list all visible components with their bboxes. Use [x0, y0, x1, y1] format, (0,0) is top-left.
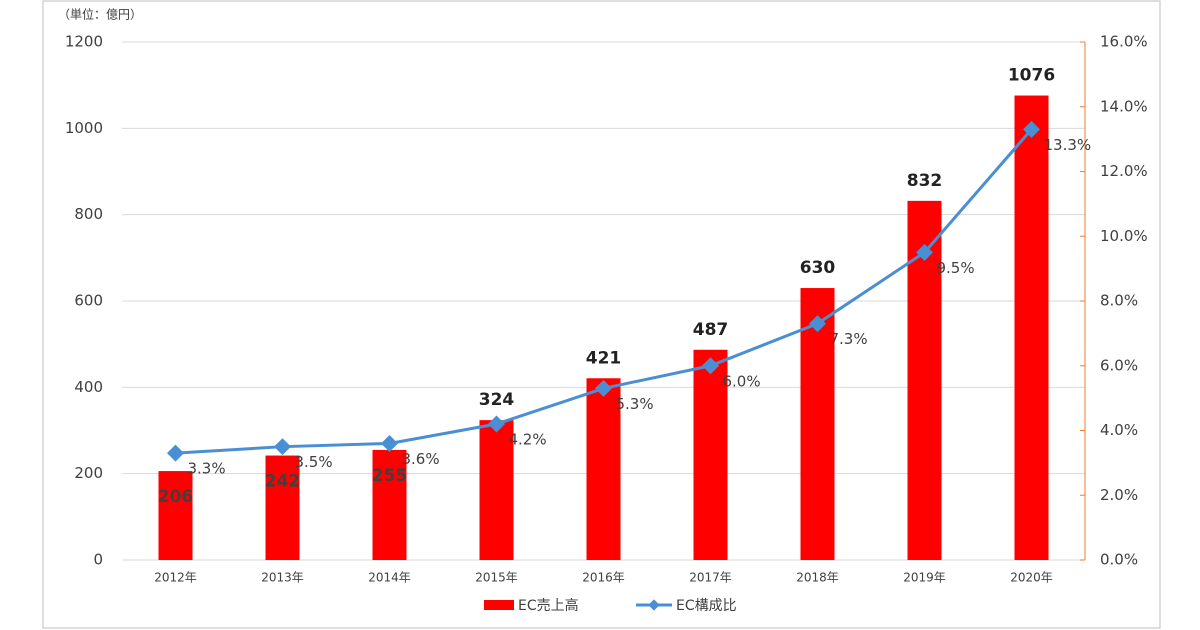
line-marker	[274, 438, 291, 456]
legend-swatch	[484, 600, 514, 610]
legend-label: EC構成比	[676, 598, 737, 614]
chart-frame	[42, 0, 1161, 629]
line-marker	[809, 315, 826, 333]
bar	[1014, 95, 1049, 560]
y-tick-label: 400	[74, 378, 103, 396]
x-tick-label: 2015年	[475, 571, 518, 585]
bar-value-label: 206	[158, 487, 194, 507]
bar-value-label: 1076	[1008, 66, 1055, 86]
bar	[586, 378, 621, 560]
y-tick-label: 0	[93, 551, 103, 569]
x-tick-label: 2012年	[154, 571, 197, 585]
legend-label: EC売上高	[518, 597, 579, 614]
bar-value-label: 832	[907, 171, 943, 191]
line-marker	[916, 243, 933, 261]
line-marker	[595, 379, 612, 397]
y2-tick-label: 12.0%	[1100, 162, 1148, 180]
bar	[479, 420, 514, 560]
bar	[158, 471, 193, 560]
unit-label: （単位：億円）	[58, 7, 142, 22]
line-value-label: 3.6%	[402, 450, 440, 468]
y-tick-label: 800	[74, 205, 103, 223]
bar	[693, 349, 728, 560]
y-tick-label: 600	[74, 292, 103, 310]
y2-tick-label: 14.0%	[1100, 97, 1148, 115]
y2-tick-label: 8.0%	[1100, 292, 1138, 310]
x-tick-label: 2017年	[689, 571, 732, 585]
line-value-label: 7.3%	[830, 330, 868, 348]
line-value-label: 4.2%	[509, 431, 547, 449]
bar-value-label: 487	[693, 320, 729, 340]
x-tick-label: 2019年	[903, 571, 946, 585]
line-value-label: 5.3%	[616, 395, 654, 413]
line-value-label: 3.5%	[295, 453, 333, 471]
y2-tick-label: 0.0%	[1100, 551, 1138, 569]
y-tick-label: 200	[74, 464, 103, 482]
y-tick-label: 1200	[65, 33, 103, 51]
bar-value-label: 242	[265, 472, 301, 492]
bar-value-label: 630	[800, 258, 836, 278]
bar	[800, 288, 835, 560]
bar	[265, 455, 300, 560]
x-tick-label: 2018年	[796, 571, 839, 585]
x-tick-label: 2014年	[368, 571, 411, 585]
x-tick-label: 2013年	[261, 571, 304, 585]
x-tick-label: 2016年	[582, 571, 625, 585]
line-marker	[167, 444, 184, 462]
y-tick-label: 1000	[65, 119, 103, 137]
line-value-label: 13.3%	[1044, 136, 1092, 154]
y2-tick-label: 10.0%	[1100, 227, 1148, 245]
y2-tick-label: 6.0%	[1100, 356, 1138, 374]
y2-tick-label: 4.0%	[1100, 421, 1138, 439]
line-value-label: 9.5%	[937, 259, 975, 277]
line-marker	[702, 357, 719, 375]
x-tick-label: 2020年	[1010, 571, 1053, 585]
bar	[372, 449, 407, 560]
y2-tick-label: 16.0%	[1100, 33, 1148, 51]
line-value-label: 3.3%	[188, 460, 226, 478]
y2-tick-label: 2.0%	[1100, 486, 1138, 504]
bar-value-label: 421	[586, 348, 622, 368]
line-marker	[381, 434, 398, 452]
bar-value-label: 255	[372, 466, 408, 486]
line-value-label: 6.0%	[723, 372, 761, 390]
bar-value-label: 324	[479, 390, 515, 410]
line-marker	[488, 415, 505, 433]
legend-swatch	[648, 599, 660, 611]
